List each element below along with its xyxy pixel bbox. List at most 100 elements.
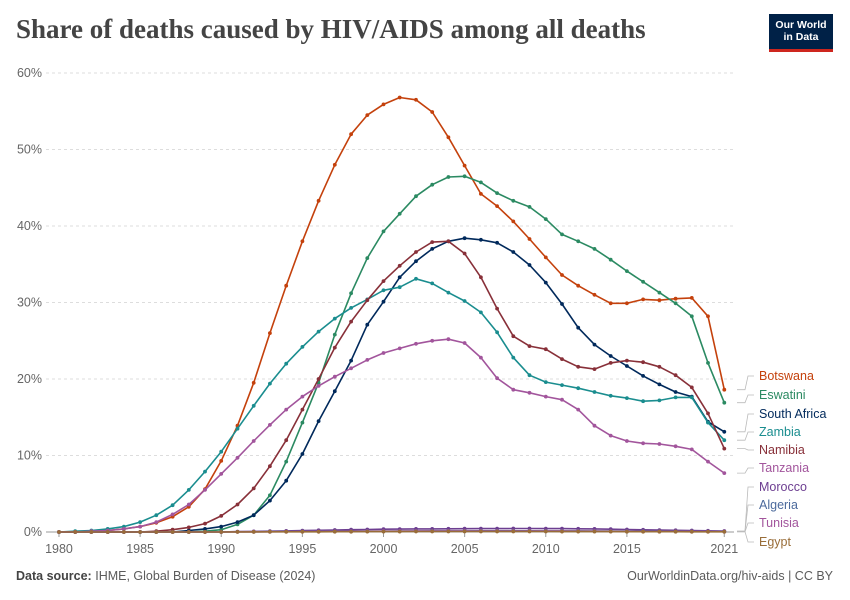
series-line[interactable] (59, 175, 726, 533)
chart-title: Share of deaths caused by HIV/AIDS among… (16, 14, 646, 44)
series-south-africa[interactable] (57, 236, 727, 534)
data-point (154, 513, 159, 518)
data-point (527, 390, 532, 395)
series-line[interactable] (59, 237, 725, 533)
data-source-text[interactable]: IHME, Global Burden of Disease (2024) (95, 569, 316, 583)
series-line[interactable] (59, 240, 726, 533)
data-point (657, 529, 662, 534)
series-lines (57, 95, 727, 534)
data-point (608, 354, 613, 358)
series-label[interactable]: Namibia (759, 443, 805, 457)
data-point (349, 132, 353, 137)
y-axis: 0% 10% 20% 30% 40% 50% 60% (17, 66, 42, 539)
series-egypt[interactable] (57, 529, 727, 534)
data-point (511, 198, 516, 203)
data-point (414, 341, 418, 346)
data-point (625, 396, 629, 400)
series-label[interactable]: Tanzania (759, 461, 809, 475)
data-point (414, 529, 418, 534)
data-point (625, 269, 629, 273)
data-point (592, 390, 597, 394)
label-namibia[interactable]: Namibia (737, 443, 805, 457)
data-point (722, 446, 727, 451)
data-point (706, 314, 710, 319)
label-eswatini[interactable]: Eswatini (737, 388, 806, 404)
data-source: Data source: IHME, Global Burden of Dise… (16, 569, 315, 583)
data-point (430, 247, 435, 251)
data-point (689, 314, 694, 319)
data-source-label: Data source: (16, 569, 92, 583)
series-line[interactable] (59, 96, 726, 533)
x-tick-label: 2005 (451, 542, 479, 556)
y-tick-label: 40% (17, 219, 42, 233)
data-point (527, 529, 532, 534)
data-point (235, 455, 240, 460)
data-point (608, 361, 613, 365)
data-point (673, 296, 678, 301)
series-namibia[interactable] (57, 239, 727, 534)
series-line[interactable] (59, 530, 725, 533)
data-point (641, 399, 645, 404)
data-point (138, 530, 143, 534)
series-label[interactable]: Tunisia (759, 516, 799, 530)
label-south-africa[interactable]: South Africa (737, 407, 826, 433)
data-point (495, 330, 499, 335)
data-point (381, 299, 386, 304)
owid-logo[interactable]: Our World in Data (769, 14, 833, 52)
footer-url[interactable]: OurWorldinData.org/hiv-aids | CC BY (627, 569, 833, 583)
leader-line (737, 375, 754, 391)
data-point (689, 447, 694, 452)
data-point (300, 452, 305, 456)
data-point (316, 329, 321, 334)
data-point (300, 345, 305, 349)
label-zambia[interactable]: Zambia (737, 425, 801, 441)
data-point (592, 342, 597, 347)
data-point (495, 306, 499, 311)
data-point (511, 219, 516, 224)
data-point (332, 389, 337, 394)
data-point (722, 387, 727, 392)
data-point (381, 229, 386, 234)
data-point (625, 439, 629, 443)
data-point (268, 493, 272, 498)
data-point (251, 439, 256, 443)
series-label[interactable]: Egypt (759, 535, 791, 549)
data-point (397, 346, 402, 351)
x-tick-label: 1990 (207, 542, 235, 556)
data-point (300, 407, 305, 412)
data-point (722, 400, 727, 405)
data-point (689, 385, 694, 390)
data-point (576, 239, 581, 244)
series-line[interactable] (58, 277, 725, 533)
data-point (527, 237, 532, 241)
data-point (511, 334, 516, 339)
series-label[interactable]: Eswatini (759, 388, 806, 402)
data-point (430, 240, 435, 245)
label-tanzania[interactable]: Tanzania (737, 461, 809, 475)
data-point (381, 102, 386, 107)
logo-line-1: Our World (775, 19, 827, 31)
series-line[interactable] (59, 338, 725, 533)
data-point (268, 381, 272, 386)
data-point (479, 355, 483, 360)
data-point (349, 291, 353, 296)
data-point (479, 310, 483, 315)
data-point (641, 529, 645, 534)
series-label[interactable]: Algeria (759, 498, 798, 512)
series-botswana[interactable] (57, 95, 727, 534)
data-point (397, 275, 402, 280)
data-point (203, 521, 207, 526)
series-label[interactable]: Zambia (759, 425, 801, 439)
series-tanzania[interactable] (57, 337, 727, 534)
data-point (235, 520, 240, 524)
label-botswana[interactable]: Botswana (737, 369, 814, 391)
series-label[interactable]: Botswana (759, 369, 814, 383)
data-point (592, 423, 597, 428)
series-eswatini[interactable] (57, 174, 727, 534)
label-morocco[interactable]: Morocco (737, 480, 807, 532)
series-zambia[interactable] (57, 276, 727, 534)
series-label[interactable]: Morocco (759, 480, 807, 494)
series-label[interactable]: South Africa (759, 407, 826, 421)
data-point (462, 299, 467, 303)
label-egypt[interactable]: Egypt (737, 531, 791, 549)
